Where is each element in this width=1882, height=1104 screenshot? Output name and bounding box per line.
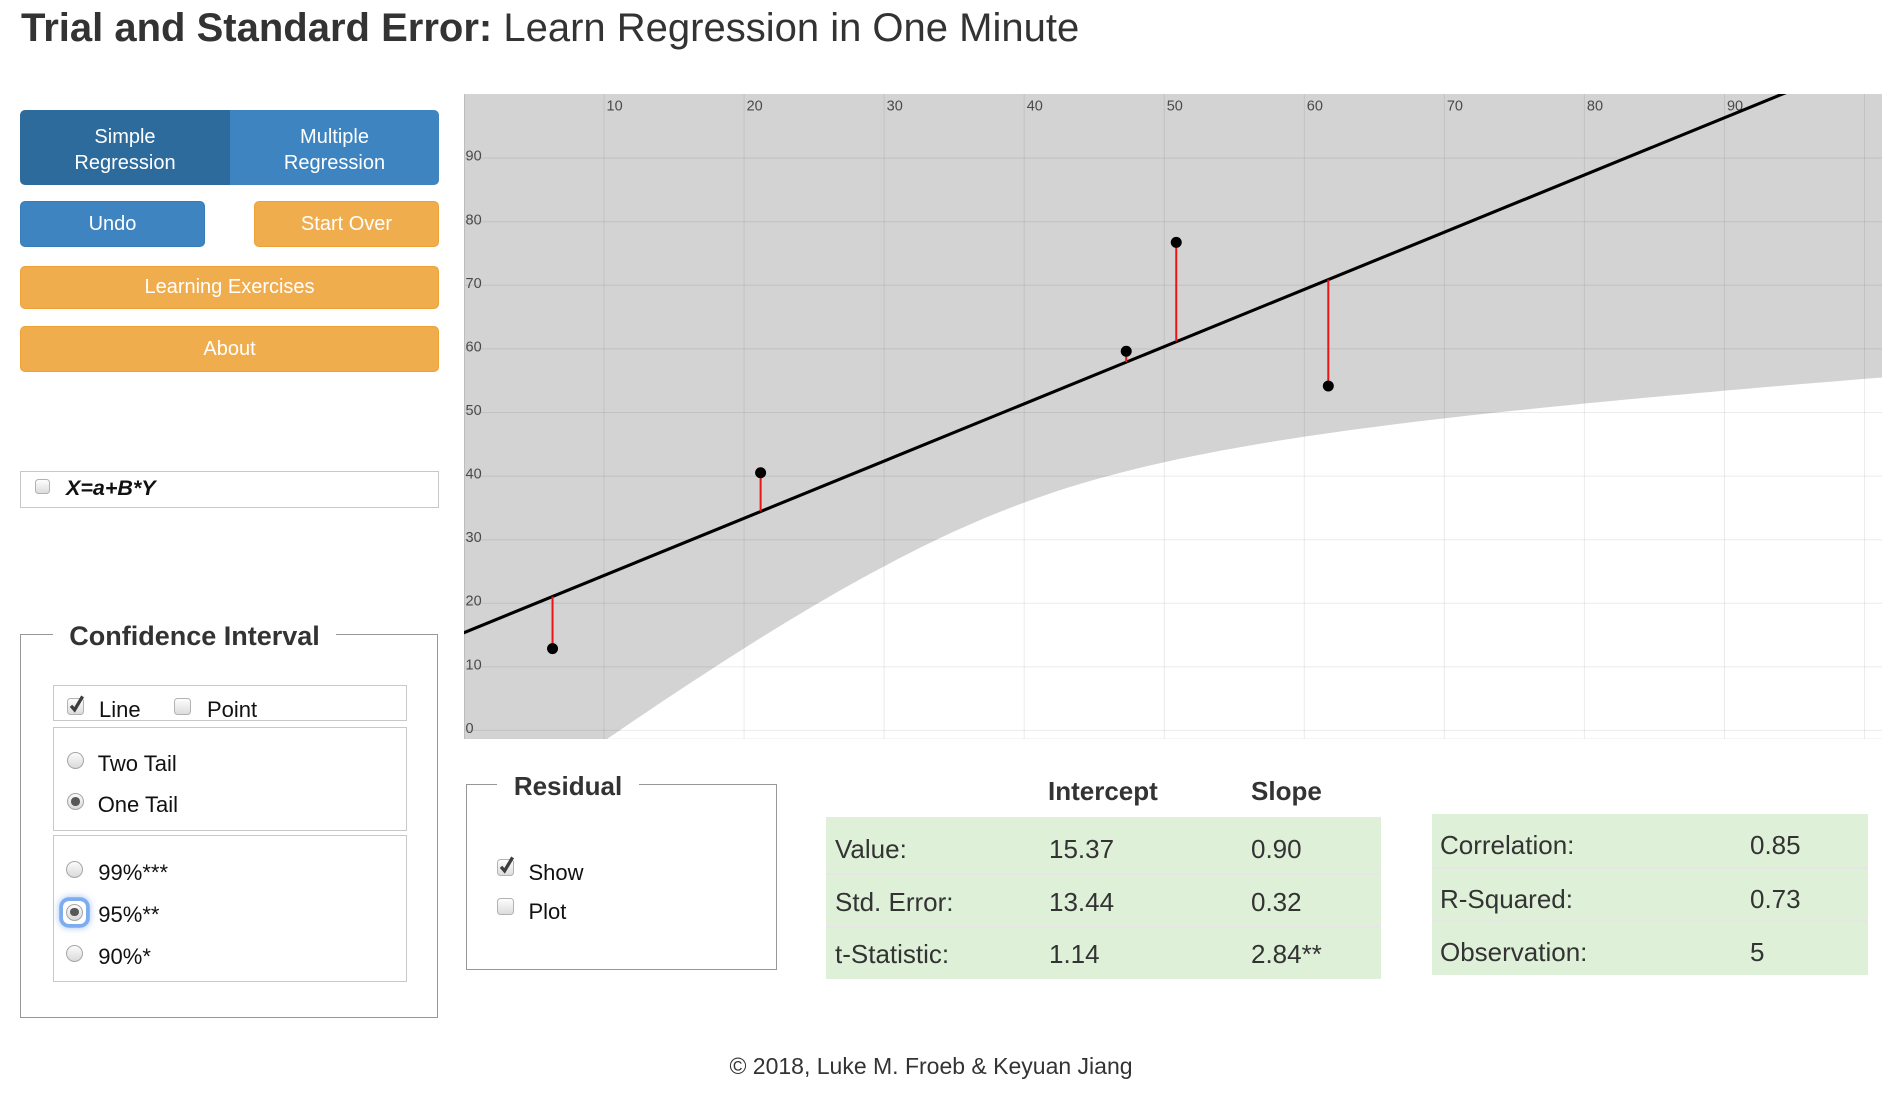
- svg-text:10: 10: [606, 98, 622, 114]
- svg-text:90: 90: [465, 148, 481, 164]
- svg-text:70: 70: [465, 275, 481, 291]
- svg-text:40: 40: [1026, 98, 1042, 114]
- svg-text:20: 20: [465, 593, 481, 609]
- svg-text:10: 10: [465, 657, 481, 673]
- svg-text:60: 60: [1306, 98, 1322, 114]
- svg-text:80: 80: [1586, 98, 1602, 114]
- svg-text:40: 40: [465, 466, 481, 482]
- svg-text:20: 20: [746, 98, 762, 114]
- svg-text:70: 70: [1446, 98, 1462, 114]
- svg-text:80: 80: [465, 212, 481, 228]
- svg-text:30: 30: [886, 98, 902, 114]
- svg-text:30: 30: [465, 530, 481, 546]
- svg-text:60: 60: [465, 339, 481, 355]
- svg-text:50: 50: [465, 403, 481, 419]
- svg-text:0: 0: [465, 720, 473, 736]
- svg-text:50: 50: [1166, 98, 1182, 114]
